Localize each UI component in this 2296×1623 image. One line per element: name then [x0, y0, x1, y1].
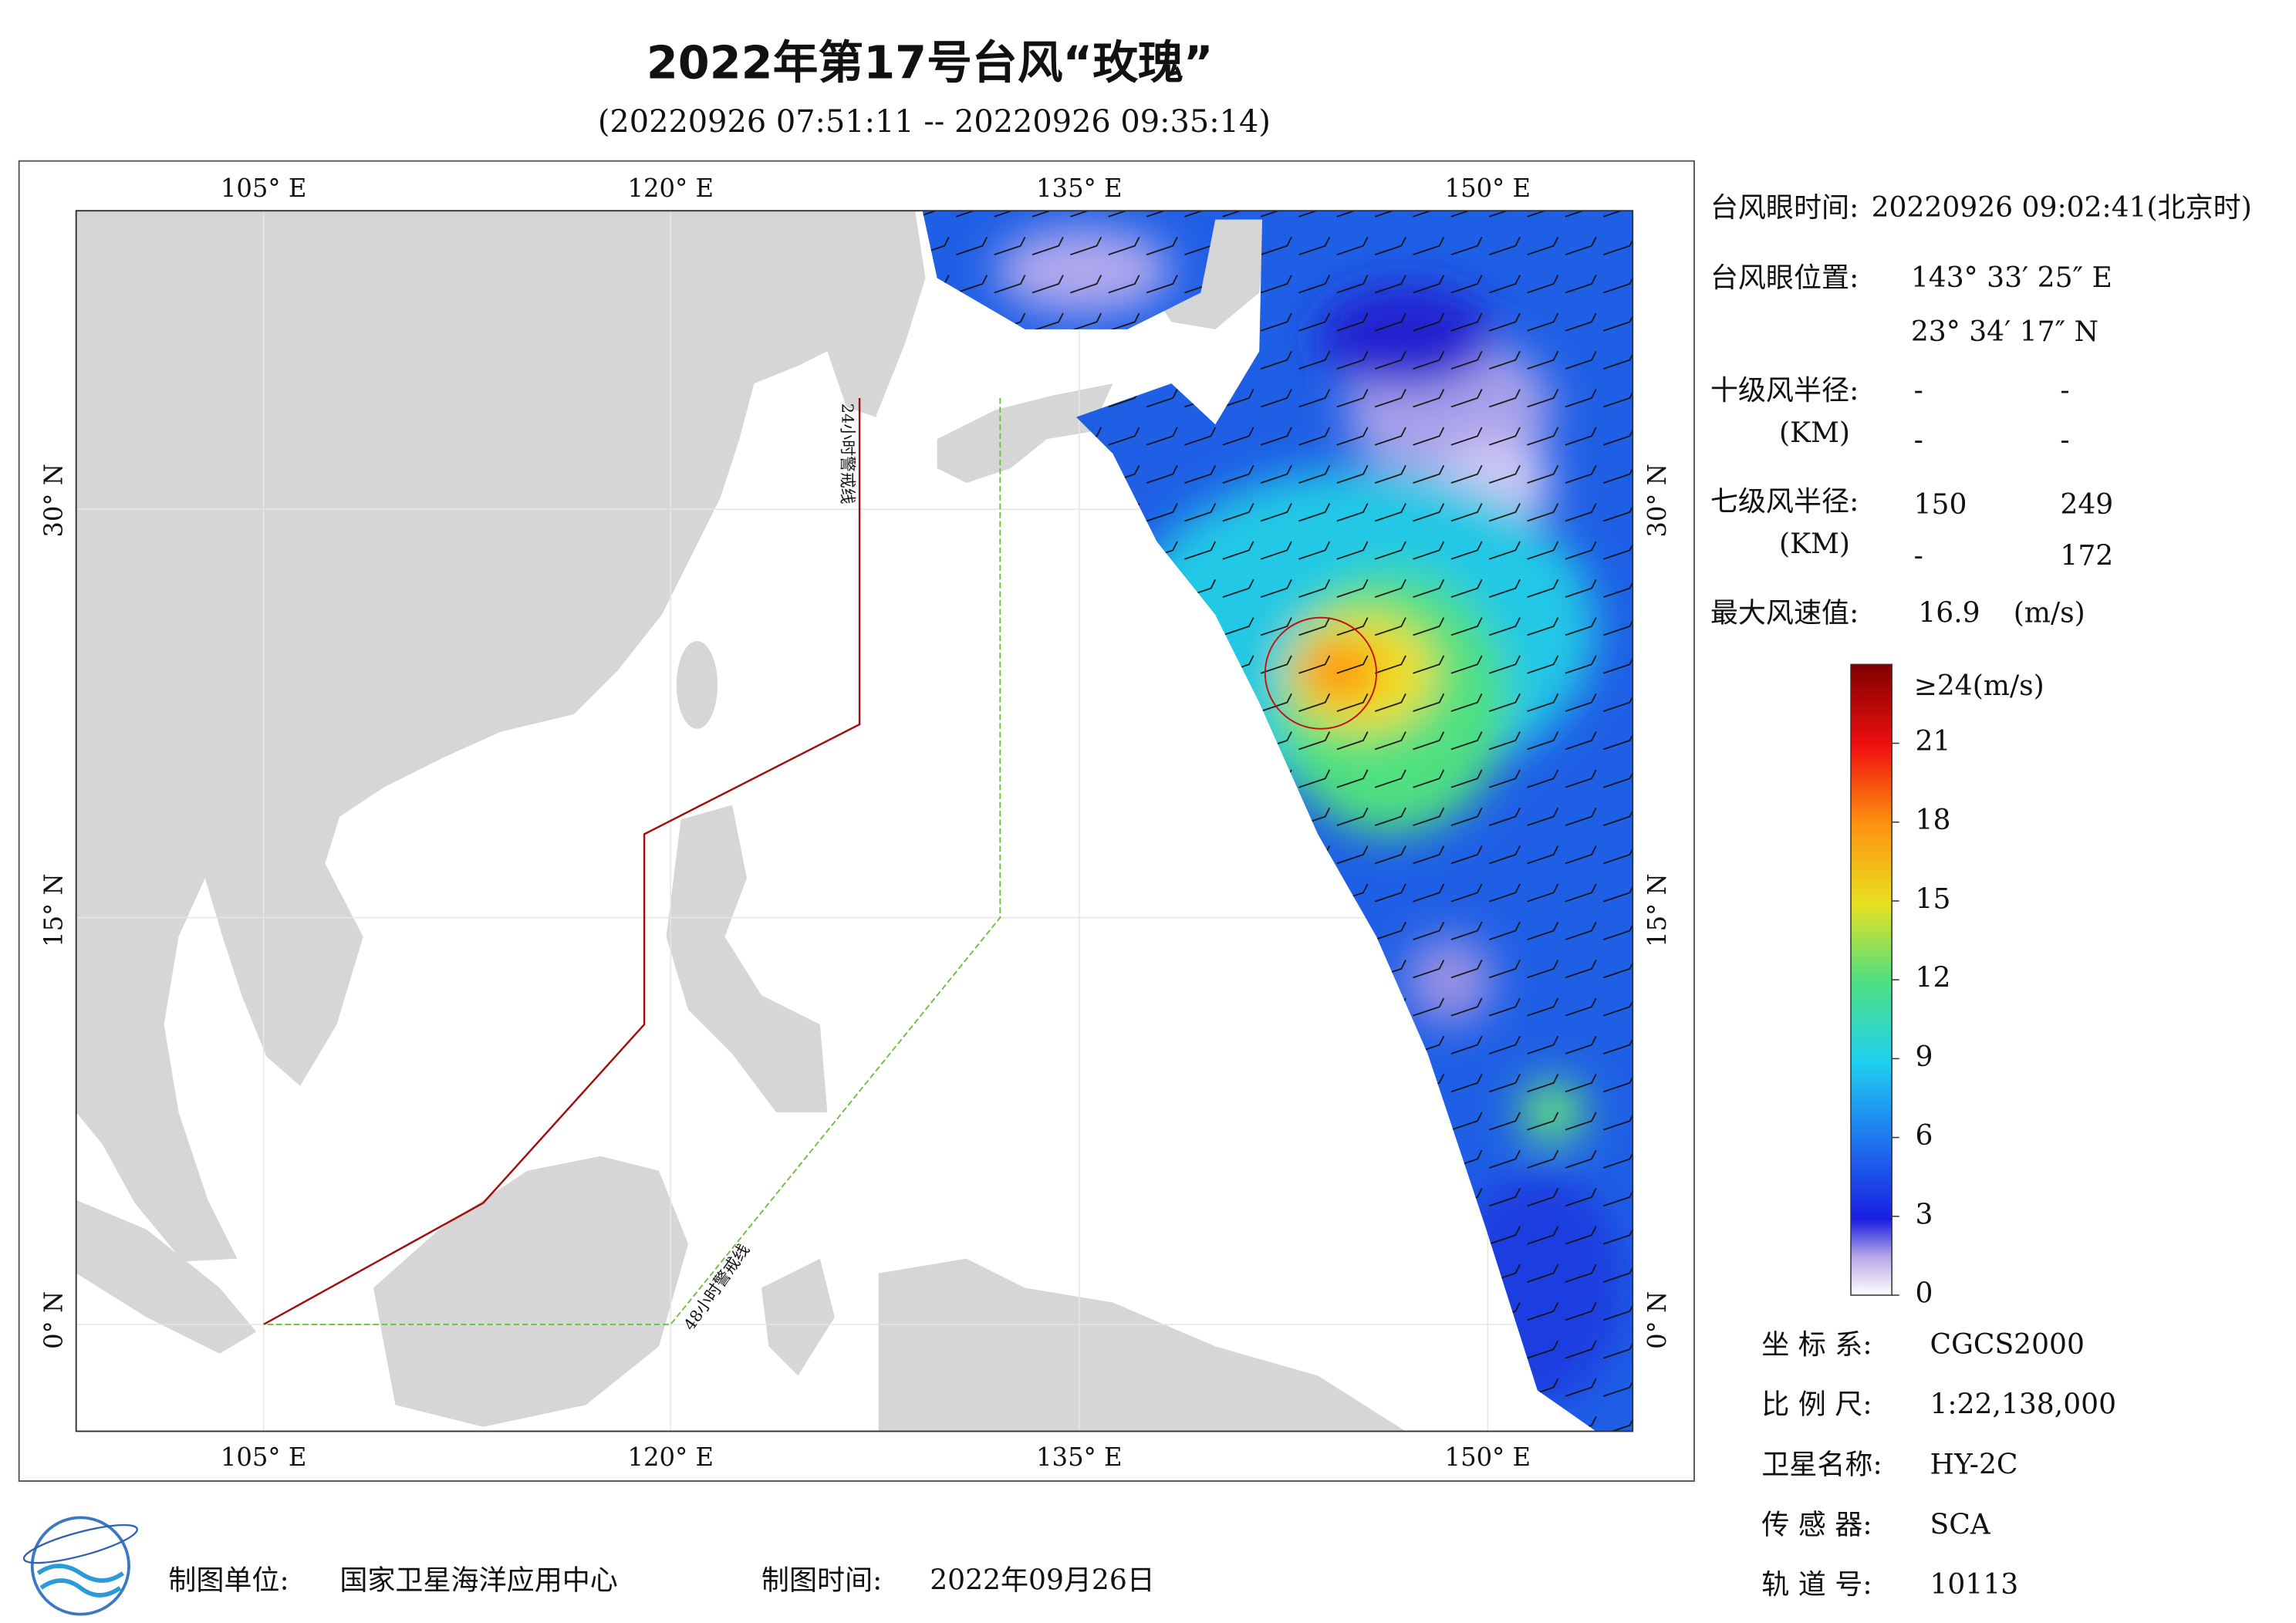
- info-value: 23° 34′ 17″ N: [1911, 315, 2098, 348]
- lon-labels: 105° E 120° E 135° E 150° E 105° E 120° …: [39, 174, 1672, 1472]
- info-value: 172: [2060, 539, 2113, 572]
- info-unit: (KM): [1779, 528, 1850, 560]
- meta-value: 1:22,138,000: [1930, 1388, 2117, 1421]
- info-label: 台风眼时间:: [1710, 191, 1859, 224]
- info-value: 150: [1914, 488, 1967, 521]
- warning-line-48h: [263, 398, 1001, 1325]
- footer-label: 制图单位:: [168, 1564, 289, 1596]
- lon-label: 150° E: [1445, 174, 1531, 203]
- info-value: 20220926 09:02:41(北京时): [1872, 191, 2252, 224]
- warning-label: 24小时警戒线: [839, 403, 857, 504]
- warning-line-24h: [263, 398, 861, 1326]
- colorbar-tick-label: 15: [1916, 882, 1951, 915]
- map-border: [75, 210, 1634, 1432]
- info-value: -: [1914, 539, 1923, 572]
- subtitle: (20220926 07:51:11 -- 20220926 09:35:14): [598, 104, 1271, 140]
- lat-label: 30° N: [1643, 464, 1672, 538]
- info-value: -: [1914, 423, 1923, 456]
- info-value: 143° 33′ 25″ E: [1911, 262, 2112, 294]
- lon-label: 105° E: [221, 174, 307, 203]
- meta-label: 传 感 器:: [1761, 1508, 1872, 1540]
- colorbar-tick-label: 9: [1916, 1041, 1933, 1073]
- meta-label: 卫星名称:: [1761, 1449, 1882, 1481]
- info-value: 16.9: [1918, 596, 1980, 629]
- wind-radius: [1264, 616, 1378, 730]
- info-panel: 台风眼时间: 20220926 09:02:41(北京时) 台风眼位置: 143…: [1710, 191, 2252, 629]
- meta-value: HY-2C: [1930, 1449, 2018, 1481]
- lat-label: 30° N: [39, 464, 69, 538]
- meta-label: 轨 道 号:: [1761, 1568, 1872, 1601]
- info-value: 249: [2060, 488, 2113, 521]
- meta-label: 比 例 尺:: [1761, 1388, 1872, 1421]
- footer-value: 2022年09月26日: [930, 1564, 1155, 1596]
- colorbar-tick-label: 12: [1916, 962, 1951, 994]
- footer-value: 国家卫星海洋应用中心: [339, 1564, 618, 1596]
- info-unit: (m/s): [2014, 596, 2085, 629]
- colorbar-tick-label: 6: [1916, 1119, 1933, 1152]
- colorbar-tick-label: 0: [1916, 1277, 1933, 1310]
- map: 24小时警戒线 48小时警戒线: [76, 211, 1633, 1432]
- info-value: -: [2060, 374, 2069, 407]
- footer: 制图单位: 国家卫星海洋应用中心 制图时间: 2022年09月26日: [168, 1564, 1155, 1596]
- meta-value: CGCS2000: [1930, 1328, 2085, 1361]
- lon-label: 105° E: [221, 1442, 307, 1472]
- info-unit: (KM): [1779, 417, 1850, 449]
- lon-label: 135° E: [1036, 174, 1123, 203]
- lat-label: 15° N: [1643, 873, 1672, 947]
- lat-label: 0° N: [1643, 1291, 1672, 1349]
- meta: 坐 标 系: CGCS2000 比 例 尺: 1:22,138,000 卫星名称: HY-…: [1761, 1328, 2116, 1601]
- info-label: 台风眼位置:: [1710, 262, 1859, 294]
- info-label: 最大风速值:: [1710, 596, 1859, 629]
- lon-label: 150° E: [1445, 1442, 1531, 1472]
- info-label: 十级风半径:: [1710, 374, 1859, 407]
- meta-value: SCA: [1930, 1508, 1991, 1540]
- colorbar: [1850, 663, 1893, 1296]
- lat-label: 15° N: [39, 873, 69, 947]
- lat-label: 0° N: [39, 1291, 69, 1349]
- lon-label: 120° E: [628, 174, 714, 203]
- colorbar-tick-label: 18: [1916, 804, 1951, 836]
- colorbar-tick-label: 3: [1916, 1198, 1933, 1230]
- colorbar-tick-label: 21: [1916, 725, 1951, 758]
- meta-label: 坐 标 系:: [1761, 1328, 1872, 1361]
- info-value: -: [1914, 374, 1923, 407]
- lon-label: 120° E: [628, 1442, 714, 1472]
- land: [76, 211, 1406, 1432]
- info-value: -: [2060, 423, 2069, 456]
- colorbar-max-label: ≥24(m/s): [1914, 670, 2044, 702]
- logo: [22, 1516, 138, 1616]
- info-label: 七级风半径:: [1710, 485, 1859, 518]
- lon-label: 135° E: [1036, 1442, 1123, 1472]
- title: 2022年第17号台风“玫瑰”: [647, 35, 1214, 89]
- meta-value: 10113: [1930, 1568, 2019, 1601]
- footer-label: 制图时间:: [761, 1564, 882, 1596]
